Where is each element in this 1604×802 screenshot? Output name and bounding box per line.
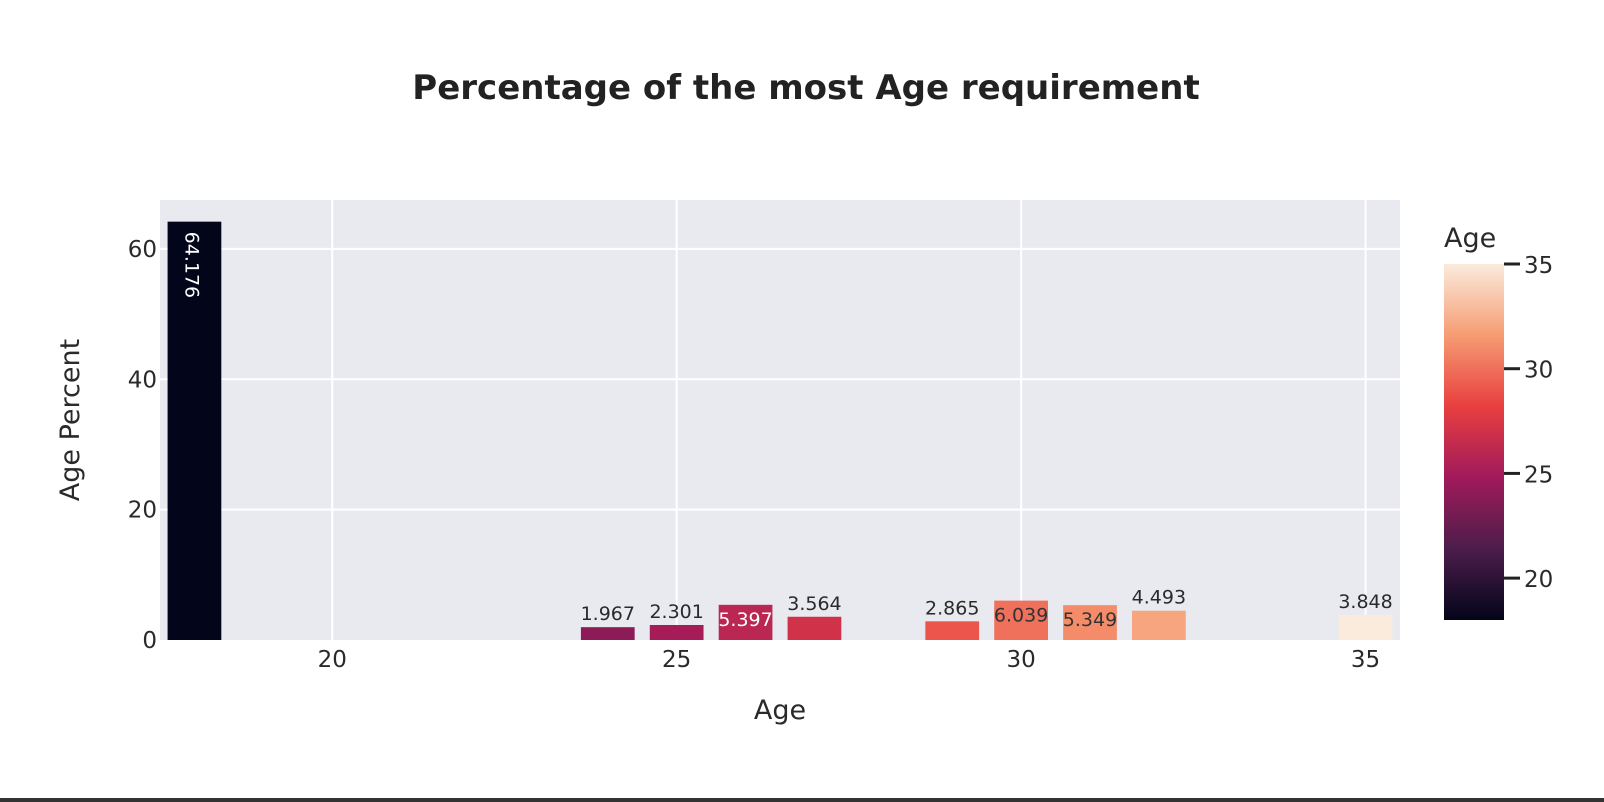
bar[interactable] bbox=[994, 600, 1048, 640]
y-tick-label: 0 bbox=[142, 628, 157, 654]
x-axis-ticks: 20 25 30 35 bbox=[318, 647, 1381, 673]
x-tick-label: 20 bbox=[318, 647, 347, 673]
bar-label: 64.176 bbox=[180, 232, 202, 298]
colorbar-tick-label: 35 bbox=[1524, 253, 1553, 279]
y-tick-label: 20 bbox=[128, 498, 157, 524]
x-tick-label: 30 bbox=[1006, 647, 1035, 673]
bar-label: 2.301 bbox=[649, 601, 703, 623]
y-axis-ticks: 0 20 40 60 bbox=[128, 237, 157, 654]
bar[interactable] bbox=[718, 604, 773, 640]
x-tick-label: 25 bbox=[662, 647, 691, 673]
y-tick-label: 40 bbox=[128, 367, 157, 393]
chart-title: Percentage of the most Age requirement bbox=[412, 68, 1199, 108]
bar[interactable] bbox=[1338, 614, 1393, 640]
bars bbox=[167, 221, 1393, 641]
colorbar-ticks: 20 25 30 35 bbox=[1504, 253, 1553, 593]
colorbar-title: Age bbox=[1444, 223, 1496, 254]
bar-label: 6.039 bbox=[994, 605, 1048, 627]
x-tick-label: 35 bbox=[1351, 647, 1380, 673]
colorbar-tick-label: 30 bbox=[1524, 358, 1553, 384]
colorbar bbox=[1444, 264, 1504, 620]
bar[interactable] bbox=[787, 616, 842, 640]
bar[interactable] bbox=[1132, 610, 1186, 640]
bar[interactable] bbox=[925, 621, 980, 640]
colorbar-tick-label: 25 bbox=[1524, 462, 1553, 488]
bar-label: 1.967 bbox=[581, 603, 635, 625]
bar-labels: 64.176 1.967 2.301 5.397 3.564 2.865 6.039 5.34… bbox=[180, 232, 1392, 631]
bar-label: 3.564 bbox=[787, 593, 841, 615]
x-axis-title: Age bbox=[754, 695, 806, 726]
bar-label: 4.493 bbox=[1132, 587, 1186, 609]
bar[interactable] bbox=[1063, 605, 1117, 640]
bar-label: 3.848 bbox=[1338, 591, 1392, 613]
bar[interactable] bbox=[580, 627, 635, 640]
plot-background bbox=[160, 200, 1400, 640]
bar-label: 5.397 bbox=[718, 609, 772, 631]
colorbar-tick-label: 20 bbox=[1524, 567, 1553, 593]
y-axis-title: Age Percent bbox=[55, 339, 86, 501]
bar-label: 2.865 bbox=[925, 597, 979, 619]
bar[interactable] bbox=[167, 221, 222, 641]
gridlines bbox=[160, 200, 1400, 640]
bar-label: 5.349 bbox=[1063, 609, 1117, 631]
window-bottom-edge bbox=[0, 798, 1604, 802]
bar[interactable] bbox=[649, 625, 704, 640]
y-tick-label: 60 bbox=[128, 237, 157, 263]
